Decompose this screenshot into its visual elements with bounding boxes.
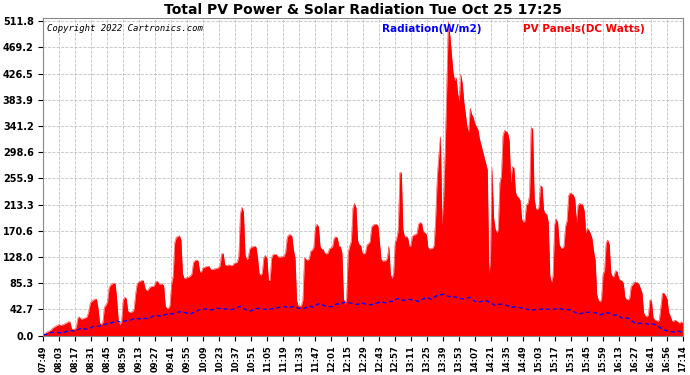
Text: Radiation(W/m2): Radiation(W/m2) (382, 24, 482, 34)
Text: PV Panels(DC Watts): PV Panels(DC Watts) (523, 24, 644, 34)
Title: Total PV Power & Solar Radiation Tue Oct 25 17:25: Total PV Power & Solar Radiation Tue Oct… (164, 3, 562, 17)
Text: Copyright 2022 Cartronics.com: Copyright 2022 Cartronics.com (46, 24, 202, 33)
